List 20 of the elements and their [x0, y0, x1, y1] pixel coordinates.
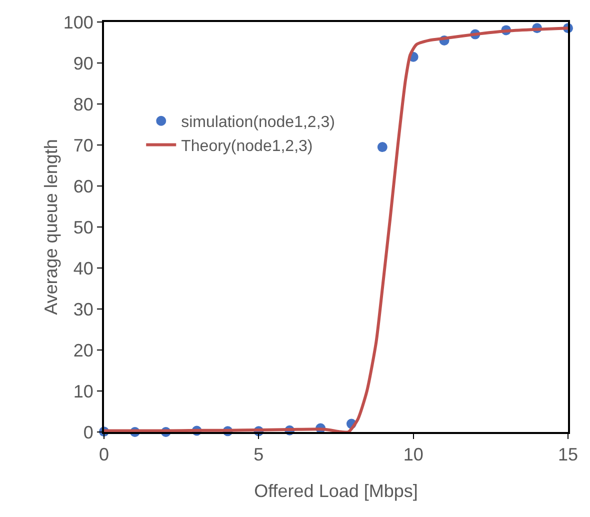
- y-tick-label: 60: [73, 176, 94, 196]
- x-tick-label: 15: [558, 444, 578, 465]
- y-tick-label: 50: [73, 217, 94, 238]
- y-tick-label: 90: [73, 53, 94, 74]
- x-tick-label: 10: [403, 444, 424, 465]
- legend-label: simulation(node1,2,3): [181, 114, 335, 132]
- y-tick-label: 10: [73, 381, 94, 402]
- y-tick-label: 70: [73, 135, 94, 156]
- y-tick-label: 0: [83, 422, 94, 442]
- y-tick-label: 20: [73, 340, 94, 360]
- y-tick-label: 40: [73, 258, 94, 278]
- x-axis-title: Offered Load [Mbps]: [254, 481, 418, 501]
- point: [377, 142, 388, 152]
- x-tick-label: 0: [98, 444, 110, 465]
- legend-label: Theory(node1,2,3): [181, 138, 313, 155]
- y-axis-title: Average queue length: [41, 139, 61, 315]
- y-tick-label: 80: [73, 94, 94, 114]
- x-tick-label: 5: [254, 444, 264, 465]
- y-tick-label: 30: [73, 299, 94, 320]
- y-tick-label: 100: [63, 12, 94, 32]
